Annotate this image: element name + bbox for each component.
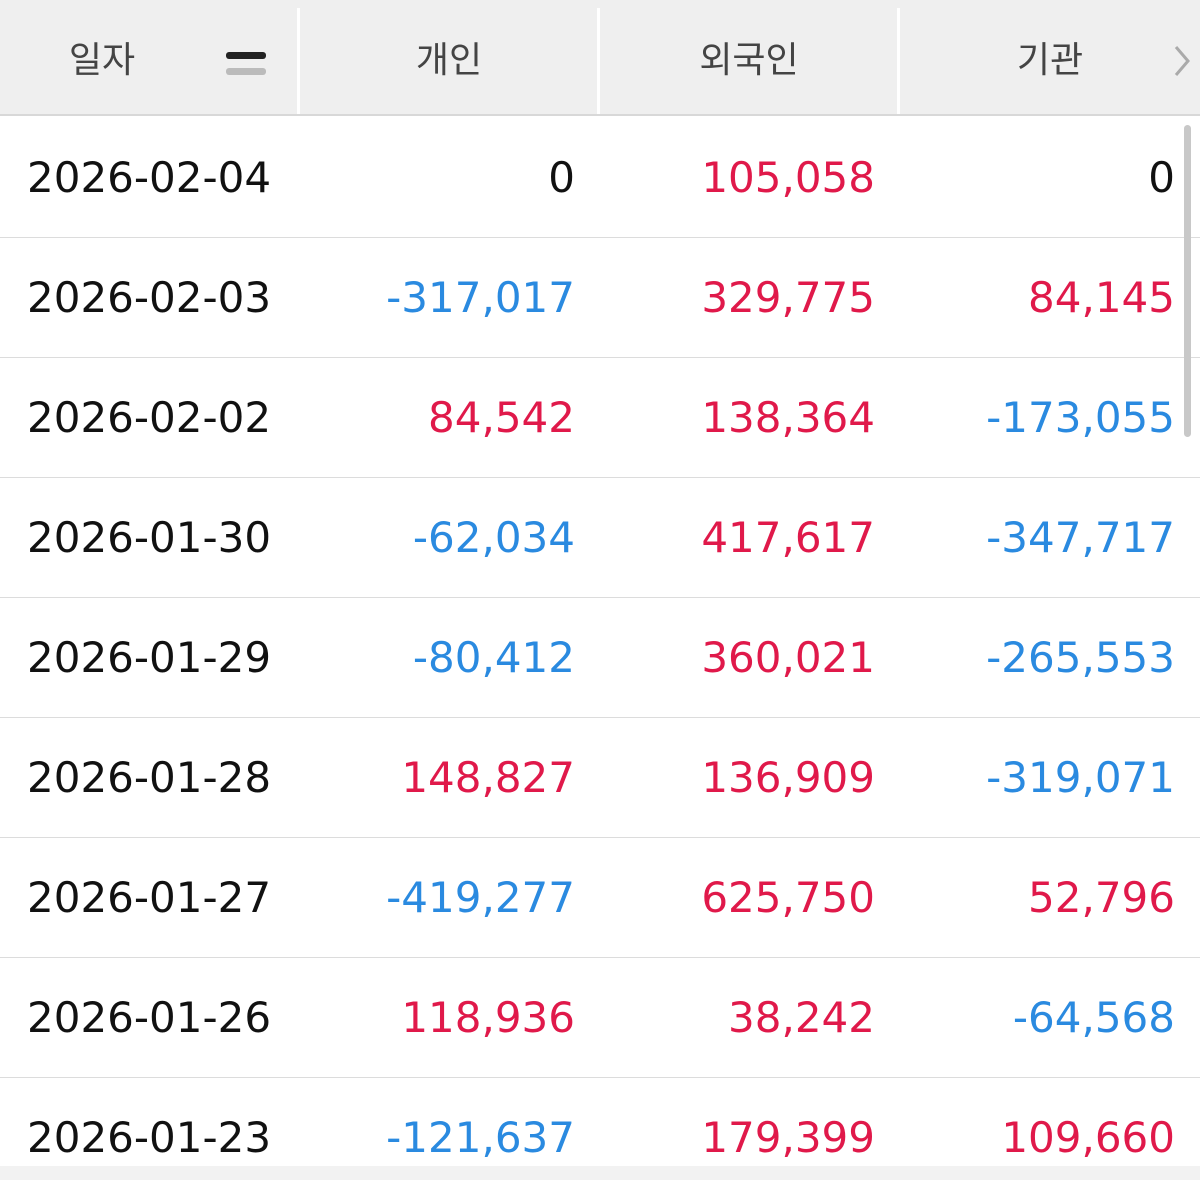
value-cell: -121,637 (386, 1113, 575, 1162)
value-cell: -319,071 (986, 753, 1175, 802)
value-cell: 38,242 (728, 993, 875, 1042)
value-cell: 329,775 (701, 273, 875, 322)
separator (297, 8, 300, 114)
date-cell: 2026-02-03 (27, 273, 272, 322)
separator (597, 8, 600, 114)
separator (897, 8, 900, 114)
value-cell: -347,717 (986, 513, 1175, 562)
value-cell: -173,055 (986, 393, 1175, 442)
header-cell[interactable]: 외국인 (600, 8, 898, 114)
table-row[interactable]: 2026-02-02 84,542 138,364 -173,055 (0, 358, 1200, 478)
value-cell: -80,412 (412, 633, 575, 682)
value-cell: 84,542 (428, 393, 575, 442)
date-cell: 2026-02-04 (27, 153, 272, 202)
value-cell: 84,145 (1028, 273, 1175, 322)
value-cell: 417,617 (701, 513, 875, 562)
table-row[interactable]: 2026-01-23 -121,637 179,399 109,660 (0, 1078, 1200, 1166)
value-cell: 360,021 (701, 633, 875, 682)
value-cell: 109,660 (1001, 1113, 1175, 1162)
value-cell: 105,058 (701, 153, 875, 202)
date-cell: 2026-01-23 (27, 1113, 272, 1162)
table-row[interactable]: 2026-01-29 -80,412 360,021 -265,553 (0, 598, 1200, 718)
date-cell: 2026-01-29 (27, 633, 272, 682)
value-cell: 118,936 (401, 993, 575, 1042)
header-text: 일자 (68, 40, 136, 81)
header-cell[interactable]: 기관 (900, 8, 1200, 114)
table-row[interactable]: 2026-01-28 148,827 136,909 -319,071 (0, 718, 1200, 838)
scrollbar[interactable] (1184, 125, 1191, 437)
table-header: 일자 개인 외국인 기관 (0, 0, 1200, 116)
value-cell: 138,364 (701, 393, 875, 442)
value-cell: -317,017 (386, 273, 575, 322)
scroll-right-icon[interactable] (1172, 44, 1194, 80)
value-cell: 0 (1148, 153, 1175, 202)
table-row[interactable]: 2026-01-27 -419,277 625,750 52,796 (0, 838, 1200, 958)
sort-icon[interactable] (226, 48, 266, 78)
header-text: 기관 (1016, 40, 1084, 81)
header-cell[interactable]: 개인 (300, 8, 598, 114)
table-row[interactable]: 2026-02-04 0 105,058 0 (0, 118, 1200, 238)
table-row[interactable]: 2026-01-30 -62,034 417,617 -347,717 (0, 478, 1200, 598)
value-cell: 0 (548, 153, 575, 202)
value-cell: 625,750 (701, 873, 875, 922)
date-cell: 2026-01-28 (27, 753, 272, 802)
value-cell: -419,277 (386, 873, 575, 922)
value-cell: -265,553 (986, 633, 1175, 682)
value-cell: 148,827 (401, 753, 575, 802)
value-cell: -62,034 (412, 513, 575, 562)
date-cell: 2026-01-27 (27, 873, 272, 922)
value-cell: 52,796 (1028, 873, 1175, 922)
value-cell: 179,399 (701, 1113, 875, 1162)
date-cell: 2026-02-02 (27, 393, 272, 442)
header-text: 외국인 (699, 40, 799, 81)
date-cell: 2026-01-30 (27, 513, 272, 562)
value-cell: 136,909 (701, 753, 875, 802)
value-cell: -64,568 (1012, 993, 1175, 1042)
date-cell: 2026-01-26 (27, 993, 272, 1042)
table-row[interactable]: 2026-01-26 118,936 38,242 -64,568 (0, 958, 1200, 1078)
table-row[interactable]: 2026-02-03 -317,017 329,775 84,145 (0, 238, 1200, 358)
header-text: 개인 (415, 40, 483, 81)
header-cell[interactable]: 일자 (0, 8, 300, 114)
